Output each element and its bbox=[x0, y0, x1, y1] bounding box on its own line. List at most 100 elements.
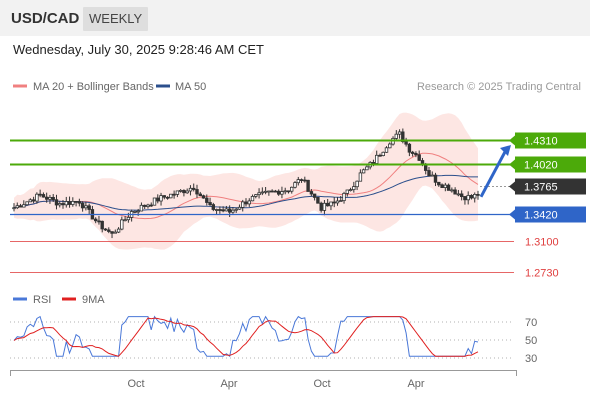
candle bbox=[453, 187, 457, 195]
candle bbox=[312, 193, 317, 201]
candle bbox=[384, 146, 389, 153]
candle bbox=[198, 191, 202, 197]
candle bbox=[113, 229, 117, 234]
candle bbox=[414, 151, 418, 158]
candle bbox=[433, 172, 438, 187]
level-pivot: 1.3420 bbox=[10, 206, 586, 223]
candle bbox=[319, 201, 323, 213]
candle bbox=[388, 142, 392, 149]
candle bbox=[224, 205, 229, 212]
x-tick-label: Oct bbox=[127, 378, 144, 390]
source-credit: Research © 2025 Trading Central bbox=[417, 81, 581, 93]
candle bbox=[38, 189, 42, 198]
candle bbox=[100, 220, 104, 233]
candle bbox=[97, 215, 101, 225]
candle bbox=[280, 186, 284, 199]
svg-text:1.3765: 1.3765 bbox=[524, 182, 558, 194]
ma9-legend-swatch bbox=[62, 297, 76, 301]
svg-text:1.3100: 1.3100 bbox=[525, 237, 559, 249]
svg-text:Oct: Oct bbox=[313, 378, 330, 390]
candle bbox=[84, 201, 88, 211]
candle bbox=[459, 190, 464, 201]
candle bbox=[293, 181, 297, 189]
candle bbox=[342, 191, 346, 204]
candle bbox=[175, 190, 180, 198]
candle bbox=[456, 189, 461, 197]
candle bbox=[165, 196, 170, 200]
candle bbox=[267, 190, 271, 196]
candle bbox=[156, 194, 160, 204]
price-legend: MA 20 + Bollinger Bands MA 50 Research ©… bbox=[13, 81, 581, 93]
candle bbox=[263, 187, 268, 195]
rsi-legend: RSI 9MA bbox=[13, 294, 105, 306]
candle bbox=[35, 192, 39, 204]
candle bbox=[74, 200, 78, 207]
bollinger-band-area bbox=[14, 112, 478, 250]
rsi-line bbox=[13, 315, 479, 358]
candle bbox=[58, 201, 62, 208]
period-tab-weekly[interactable]: WEEKLY bbox=[83, 7, 149, 31]
candle bbox=[469, 194, 474, 200]
time-axis: Oct Apr Oct Apr bbox=[10, 370, 517, 390]
candle bbox=[361, 168, 366, 174]
candle bbox=[365, 165, 369, 171]
candle bbox=[466, 191, 470, 205]
price-levels: 1.4310 1.4020 1.3765 1.3420 1.3100 1.2730 bbox=[10, 132, 586, 280]
candle bbox=[139, 202, 144, 212]
candle bbox=[188, 185, 193, 196]
x-tick-label: Apr bbox=[220, 378, 237, 390]
header-bar: USD/CAD WEEKLY bbox=[0, 0, 590, 36]
candle bbox=[358, 169, 363, 182]
candle bbox=[80, 201, 85, 212]
svg-text:1.3420: 1.3420 bbox=[524, 210, 558, 222]
candle bbox=[107, 227, 111, 234]
rsi-ma9-line bbox=[13, 316, 479, 357]
candle bbox=[159, 192, 163, 206]
candle bbox=[476, 190, 480, 200]
candle bbox=[257, 188, 261, 199]
rsi-legend-label: RSI bbox=[33, 294, 51, 306]
candle bbox=[25, 201, 29, 206]
candle bbox=[329, 201, 333, 211]
candle bbox=[133, 210, 137, 214]
candle bbox=[244, 198, 248, 207]
candle bbox=[103, 228, 108, 231]
candle bbox=[152, 197, 157, 206]
ma50-line bbox=[13, 174, 478, 211]
candle bbox=[41, 192, 46, 198]
candle bbox=[45, 192, 49, 203]
svg-text:Apr: Apr bbox=[407, 378, 424, 390]
ma50-legend-label: MA 50 bbox=[175, 81, 206, 93]
candle bbox=[116, 227, 121, 234]
candle bbox=[51, 194, 55, 202]
candle bbox=[15, 202, 19, 210]
candle bbox=[162, 195, 166, 200]
candle bbox=[325, 198, 330, 207]
candle bbox=[94, 217, 98, 224]
candle bbox=[283, 187, 287, 195]
level-resistance: 1.4020 bbox=[10, 156, 586, 173]
candle bbox=[172, 190, 176, 199]
candle bbox=[48, 194, 52, 204]
candle bbox=[417, 150, 421, 161]
candle bbox=[178, 189, 183, 193]
candle bbox=[332, 197, 336, 208]
candle bbox=[54, 194, 59, 210]
candle bbox=[169, 193, 173, 199]
candle bbox=[182, 189, 186, 197]
trend-arrow-shaft bbox=[479, 149, 508, 198]
candle bbox=[221, 206, 225, 213]
candle bbox=[77, 198, 82, 207]
candle bbox=[208, 197, 212, 207]
candle bbox=[205, 194, 209, 206]
candle bbox=[397, 129, 402, 139]
candle bbox=[260, 187, 264, 196]
rsi-level-50: 50 bbox=[10, 335, 537, 347]
level-support: 1.3100 bbox=[10, 237, 559, 249]
candle bbox=[22, 200, 26, 208]
candle bbox=[71, 197, 75, 207]
candle bbox=[463, 196, 467, 205]
svg-text:1.4310: 1.4310 bbox=[524, 136, 558, 148]
candle bbox=[378, 153, 382, 157]
candle bbox=[191, 183, 196, 192]
